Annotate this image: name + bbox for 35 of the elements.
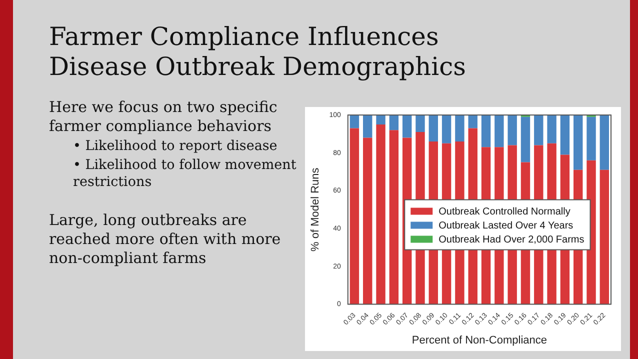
x-axis-title: Percent of Non-Compliance xyxy=(412,334,547,346)
legend-label: Outbreak Lasted Over 4 Years xyxy=(438,220,574,232)
bar xyxy=(560,115,570,155)
bar xyxy=(442,115,452,144)
bar xyxy=(547,115,556,144)
legend-label: Outbreak Controlled Normally xyxy=(438,206,570,218)
bar xyxy=(494,115,504,148)
bar xyxy=(520,116,530,162)
text: • Likelihood to report disease xyxy=(72,138,278,155)
bar xyxy=(468,115,478,128)
bar xyxy=(363,115,372,138)
bar xyxy=(586,116,596,160)
legend-label: Outbreak Had Over 2,000 Farms xyxy=(438,234,584,246)
bar xyxy=(376,124,386,304)
bar xyxy=(376,115,386,124)
bar xyxy=(416,115,425,132)
text: Large, long outbreaks are reached more often with more non-compliant farms xyxy=(49,211,282,268)
bar xyxy=(363,138,372,304)
bar xyxy=(389,130,399,304)
bar xyxy=(428,115,438,142)
bar xyxy=(574,115,583,170)
bar xyxy=(350,115,360,128)
text: • Likelihood to follow movement restrictions xyxy=(72,157,298,191)
y-axis-title: % of Model Runs xyxy=(310,167,322,252)
chart-title: Farmer Compliance Influences Disease Outbreak Demographics xyxy=(49,22,467,82)
bar xyxy=(600,170,610,304)
bar xyxy=(508,115,517,146)
bar xyxy=(350,128,360,304)
bar xyxy=(481,115,491,148)
bar xyxy=(534,115,544,146)
bar xyxy=(402,115,412,138)
bar xyxy=(455,115,464,142)
bar xyxy=(600,115,610,170)
bar xyxy=(389,115,399,130)
text: Here we focus on two specific farmer compliance behaviors xyxy=(49,98,278,136)
